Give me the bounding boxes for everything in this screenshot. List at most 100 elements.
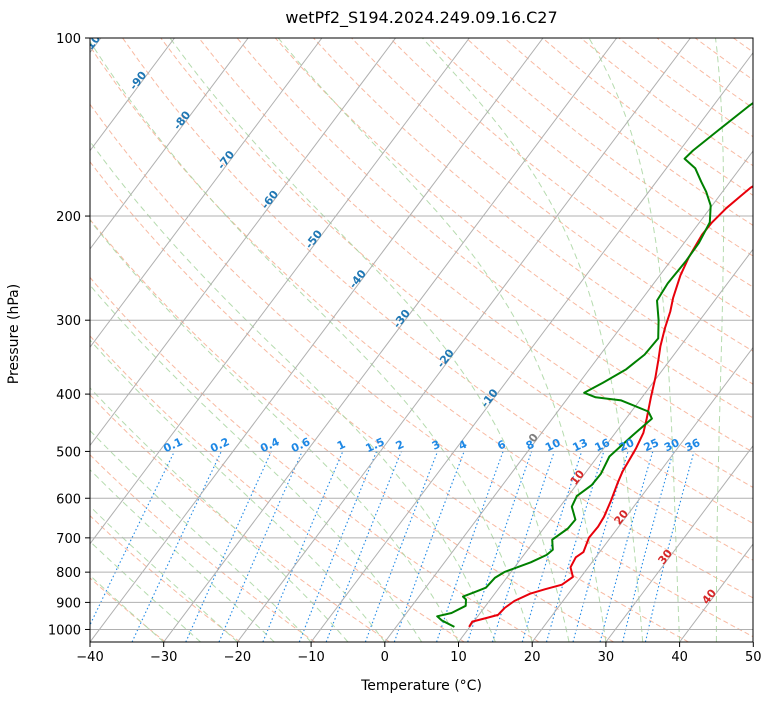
mixing-ratio-label: 1 bbox=[335, 438, 347, 453]
dry-adiabat bbox=[90, 394, 390, 642]
mixing-ratio-label: 1.5 bbox=[363, 435, 386, 455]
isotherm bbox=[90, 38, 396, 447]
isotherm-label: -30 bbox=[390, 307, 413, 331]
isotherm bbox=[384, 150, 753, 642]
y-axis-label: Pressure (hPa) bbox=[6, 283, 22, 385]
isotherm bbox=[237, 38, 691, 642]
x-tick-label: 20 bbox=[524, 650, 541, 665]
y-tick-label: 500 bbox=[56, 445, 81, 460]
moist-adiabat bbox=[90, 40, 533, 642]
isotherm bbox=[90, 38, 544, 642]
moist-adiabat bbox=[715, 38, 725, 642]
isotherm bbox=[458, 248, 753, 642]
mixing-ratio-line bbox=[572, 451, 629, 642]
isotherm bbox=[310, 51, 753, 642]
mixing-ratio-line bbox=[491, 451, 555, 642]
moist-adiabat bbox=[90, 574, 165, 642]
isotherm-label: -50 bbox=[303, 227, 326, 251]
moist-adiabat bbox=[422, 38, 644, 642]
x-tick-label: 30 bbox=[598, 650, 615, 665]
moist-adiabat bbox=[90, 140, 496, 642]
y-tick-label: 700 bbox=[56, 532, 81, 547]
isotherm-label: -80 bbox=[171, 108, 194, 132]
y-tick-label: 100 bbox=[56, 32, 81, 47]
mixing-ratio-label: 10 bbox=[543, 436, 563, 454]
isotherm-label: 30 bbox=[655, 547, 675, 567]
mixing-ratio-label: 16 bbox=[593, 436, 613, 454]
mixing-ratio-line bbox=[436, 451, 504, 642]
mixing-ratio-label: 36 bbox=[683, 436, 703, 454]
temperature-line bbox=[468, 185, 753, 628]
dry-adiabat bbox=[580, 38, 753, 167]
isotherm bbox=[90, 38, 470, 545]
mixing-ratio-label: 4 bbox=[456, 438, 469, 453]
mixing-ratio-line bbox=[298, 451, 378, 642]
moist-adiabat bbox=[90, 284, 423, 642]
y-tick-label: 900 bbox=[56, 596, 81, 611]
dry-adiabat bbox=[427, 38, 753, 288]
isotherm bbox=[679, 543, 753, 642]
mixing-ratio-label: 30 bbox=[662, 436, 682, 454]
isotherm bbox=[531, 346, 753, 642]
y-tick-label: 1000 bbox=[48, 623, 81, 638]
axes: −40 −30 −20 −10 0 10 20 30 40 5010020030040050060… bbox=[48, 32, 762, 665]
moist-adiabat bbox=[588, 38, 681, 642]
dry-adiabat bbox=[274, 38, 753, 419]
isotherm bbox=[752, 641, 753, 642]
mixing-ratio-line bbox=[521, 451, 583, 642]
moist-adiabat bbox=[169, 38, 570, 642]
moist-adiabat bbox=[90, 387, 349, 642]
mixing-ratio-line bbox=[325, 451, 402, 642]
isotherm bbox=[90, 38, 175, 152]
dry-adiabat bbox=[313, 38, 753, 385]
isotherm-label: -20 bbox=[434, 346, 457, 370]
dry-adiabat bbox=[90, 276, 540, 642]
mixing-ratio-line bbox=[467, 451, 533, 642]
isotherm-label: -100 bbox=[81, 26, 108, 56]
chart-title: wetPf2_S194.2024.249.09.16.C27 bbox=[285, 8, 558, 27]
dry-adiabat bbox=[236, 38, 753, 453]
mixing-ratio-line bbox=[545, 451, 605, 642]
isotherm-label: -70 bbox=[215, 148, 238, 172]
dry-adiabat bbox=[90, 218, 614, 642]
plot-frame bbox=[89, 37, 754, 643]
mixing-ratio-label: 13 bbox=[571, 436, 590, 454]
dry-adiabat bbox=[389, 38, 753, 320]
x-tick-label: 0 bbox=[381, 650, 389, 665]
mixing-ratio-line bbox=[185, 451, 272, 642]
moist-adiabat bbox=[90, 429, 312, 642]
mixing-ratio-line bbox=[218, 451, 303, 642]
x-tick-label: 10 bbox=[450, 650, 467, 665]
y-tick-label: 300 bbox=[56, 314, 81, 329]
dry-adiabat bbox=[772, 38, 775, 642]
isotherm bbox=[90, 38, 323, 349]
dry-adiabat bbox=[351, 38, 753, 352]
moist-adiabat bbox=[90, 469, 275, 642]
isotherm-label: 20 bbox=[612, 507, 632, 527]
dry-adiabat bbox=[618, 38, 753, 138]
dry-adiabat bbox=[542, 38, 753, 196]
dry-adiabat bbox=[122, 38, 753, 561]
x-tick-label: −20 bbox=[224, 650, 251, 665]
mixing-ratio-label: 20 bbox=[617, 436, 637, 454]
x-tick-label: 50 bbox=[745, 650, 762, 665]
moist-adiabat bbox=[90, 505, 238, 642]
x-tick-label: −40 bbox=[76, 650, 103, 665]
reference-line-labels: 0.1 0.2 0.4 0.6 1 1.5 2 3 4 6 8 10 13 16 20 25 30 36-100-… bbox=[81, 26, 719, 607]
dry-adiabat bbox=[694, 38, 753, 81]
y-tick-label: 800 bbox=[56, 566, 81, 581]
mixing-ratio-label: 25 bbox=[642, 436, 661, 454]
plot-background bbox=[90, 38, 775, 642]
mixing-ratio-line bbox=[622, 451, 674, 642]
y-tick-label: 400 bbox=[56, 388, 81, 403]
dry-adiabat bbox=[465, 38, 753, 257]
y-tick-label: 600 bbox=[56, 492, 81, 507]
x-axis-label: Temperature (°C) bbox=[361, 678, 482, 694]
mixing-ratio-label: 0.1 bbox=[161, 435, 184, 455]
mixing-ratio-line bbox=[364, 451, 439, 642]
isotherm bbox=[605, 445, 753, 642]
mixing-ratio-label: 2 bbox=[394, 438, 406, 453]
dry-adiabat bbox=[90, 335, 465, 642]
dry-adiabat bbox=[90, 515, 241, 642]
mixing-ratio-line bbox=[393, 451, 465, 642]
